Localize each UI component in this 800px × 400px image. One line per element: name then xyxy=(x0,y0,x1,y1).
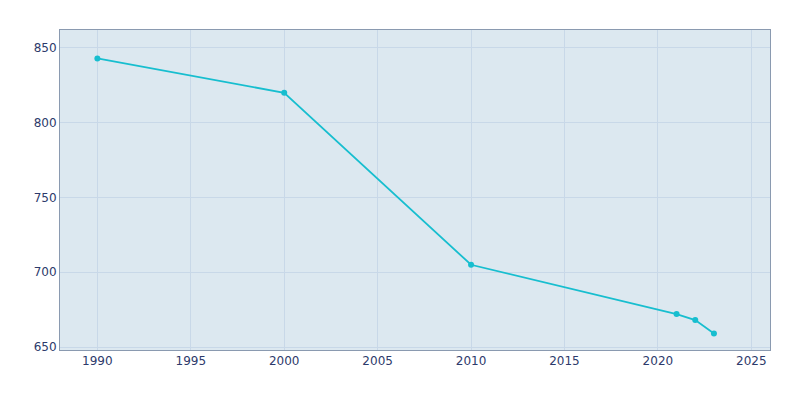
svg-text:2025: 2025 xyxy=(736,354,767,368)
svg-text:2010: 2010 xyxy=(456,354,487,368)
svg-text:2005: 2005 xyxy=(362,354,393,368)
svg-text:700: 700 xyxy=(34,265,57,279)
svg-text:2020: 2020 xyxy=(643,354,674,368)
svg-text:850: 850 xyxy=(34,41,57,55)
svg-text:1995: 1995 xyxy=(176,354,207,368)
svg-text:800: 800 xyxy=(34,116,57,130)
svg-text:1990: 1990 xyxy=(82,354,113,368)
svg-text:650: 650 xyxy=(34,340,57,354)
svg-text:2000: 2000 xyxy=(269,354,300,368)
svg-text:750: 750 xyxy=(34,191,57,205)
svg-text:2015: 2015 xyxy=(549,354,580,368)
